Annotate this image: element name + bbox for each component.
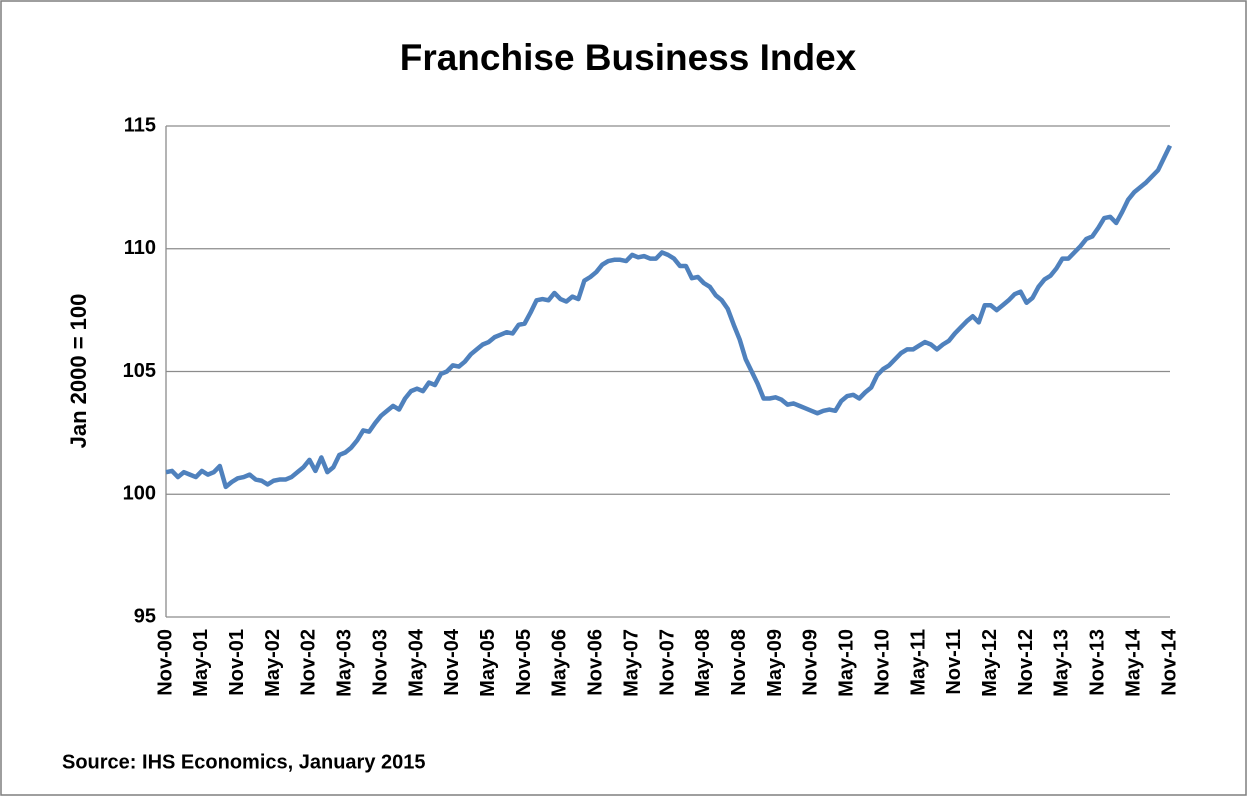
x-tick-label: May-07	[620, 629, 642, 697]
x-tick-label: May-03	[334, 629, 356, 697]
x-tick-label: May-14	[1122, 628, 1144, 697]
x-tick-label: May-13	[1051, 629, 1073, 697]
x-tick-label: May-12	[979, 629, 1001, 697]
y-axis-label: Jan 2000 = 100	[66, 294, 91, 449]
y-tick-label: 100	[123, 483, 156, 505]
y-tick-label: 110	[124, 237, 156, 259]
x-tick-label: Nov-10	[871, 629, 893, 696]
x-tick-label: Nov-12	[1015, 629, 1037, 696]
x-tick-label: May-06	[549, 629, 571, 697]
x-tick-label: May-11	[907, 629, 929, 696]
x-tick-label: Nov-00	[154, 629, 176, 696]
data-line	[165, 144, 1173, 490]
x-tick-label: Nov-06	[585, 629, 607, 696]
x-tick-label: Nov-05	[513, 629, 535, 696]
x-tick-label: May-01	[190, 629, 212, 697]
x-tick-label: May-04	[405, 628, 427, 697]
x-tick-label: Nov-08	[728, 629, 750, 696]
chart-title: Franchise Business Index	[400, 37, 857, 78]
x-tick-label: Nov-01	[226, 629, 248, 696]
x-tick-label: Nov-13	[1087, 629, 1109, 696]
x-tick-label: Nov-07	[656, 629, 678, 696]
x-tick-label: Nov-14	[1158, 628, 1180, 696]
x-tick-label: May-08	[692, 629, 714, 697]
x-tick-label: Nov-03	[369, 629, 391, 696]
x-tick-label: Nov-09	[800, 629, 822, 696]
y-tick-label: 105	[123, 360, 156, 382]
x-tick-label: Nov-04	[441, 628, 463, 696]
x-tick-label: May-10	[836, 629, 858, 697]
x-tick-label: Nov-11	[943, 629, 965, 695]
source-note: Source: IHS Economics, January 2015	[62, 751, 426, 773]
y-tick-label: 95	[134, 605, 156, 627]
x-tick-label: Nov-02	[298, 629, 320, 696]
y-tick-label: 115	[124, 114, 156, 136]
x-tick-label: May-02	[262, 629, 284, 697]
x-tick-label: May-09	[764, 629, 786, 697]
x-tick-label: May-05	[477, 629, 499, 697]
